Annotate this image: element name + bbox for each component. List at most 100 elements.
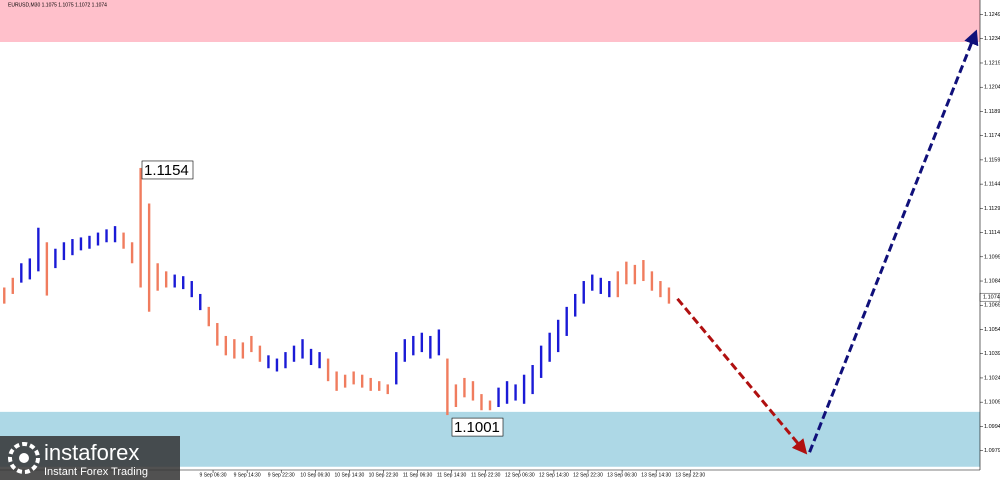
price-bar [88,235,91,249]
price-bar [216,323,219,346]
price-bar [139,167,142,288]
x-tick-label: 12 Sep 06:30 [505,472,535,478]
price-bar [463,377,466,398]
price-bar [574,293,577,317]
price-bar [284,352,287,369]
y-tick-label: 1.1114 [984,230,1000,236]
logo-tagline: Instant Forex Trading [44,466,148,478]
annotation-box [451,417,504,437]
price-bar [309,348,313,366]
price-bar [403,339,406,362]
price-bar [267,355,270,369]
y-tick-label: 1.0979 [984,448,1000,454]
price-bar [522,374,526,404]
price-bar [241,342,245,359]
y-tick-label: 1.1009 [984,400,1000,406]
x-tick-label: 12 Sep 14:30 [539,472,569,478]
price-bar [650,271,654,291]
y-tick-label: 1.1189 [984,109,1000,115]
price-bar [130,242,134,264]
price-bar [147,203,151,312]
price-bar [659,281,662,298]
price-bar [182,276,185,290]
price-bar [454,384,458,408]
price-bar [3,287,6,304]
logo-icon [8,442,40,474]
x-tick-label: 13 Sep 14:30 [641,472,671,478]
price-bar [250,335,253,353]
price-bar [122,232,125,249]
price-bar [37,227,40,272]
y-tick-label: 1.1174 [984,133,1000,139]
price-bar [548,332,551,362]
price-bar [335,371,338,391]
x-tick-label: 11 Sep 06:30 [403,472,433,478]
price-bar [62,242,66,261]
price-bar [369,377,372,391]
x-tick-label: 10 Sep 22:30 [369,472,399,478]
price-bar [190,281,193,298]
price-bar [352,371,355,385]
price-bar [488,400,492,411]
price-bar [233,339,236,359]
price-bar [395,352,398,385]
y-tick-label: 1.1099 [984,254,1000,260]
y-tick-label: 1.1069 [984,303,1000,309]
price-bar [113,226,117,243]
symbol-info: EURUSD,M30 1.1075 1.1075 1.1072 1.1074 [8,2,107,8]
x-tick-label: 13 Sep 22:30 [675,472,705,478]
price-bar [343,374,347,388]
price-bar [28,258,32,280]
price-bar [667,287,671,304]
price-bar [616,271,620,298]
y-tick-label: 1.1144 [984,182,1000,188]
forecast-arrow [676,297,808,455]
price-bar [11,277,14,294]
last-price-label: 1.1074 [983,295,1000,301]
x-tick-label: 13 Sep 06:30 [607,472,637,478]
price-bar [633,264,637,285]
price-bar [173,274,176,288]
y-tick-label: 1.1129 [984,206,1000,212]
price-bar [318,352,321,369]
annotation-label: 1.1154 [144,162,189,179]
x-tick-label: 9 Sep 14:30 [234,472,261,478]
price-bar [565,306,568,336]
x-tick-label: 10 Sep 06:30 [300,472,330,478]
y-tick-label: 1.1159 [984,157,1000,163]
price-bar [412,335,415,356]
y-tick-label: 1.1024 [984,375,1000,381]
price-bar [96,232,100,246]
y-tick-label: 1.1084 [984,278,1000,284]
x-tick-label: 11 Sep 22:30 [471,472,501,478]
x-tick-label: 11 Sep 14:30 [437,472,467,478]
price-bar [446,358,449,416]
price-bar [45,242,49,296]
price-bar [79,237,83,251]
price-bar [275,358,279,372]
price-bar [514,384,517,401]
price-bar [497,387,500,408]
price-bar [625,261,628,285]
price-bar [471,381,475,401]
y-tick-label: 1.1054 [984,327,1000,333]
x-tick-label: 9 Sep 22:30 [268,472,295,478]
price-bar [20,263,23,283]
y-tick-label: 1.1204 [984,85,1000,91]
y-tick-label: 1.1039 [984,351,1000,357]
price-bar [556,319,560,353]
price-bar [591,274,594,291]
logo-icon-core [19,453,29,463]
price-bar [224,335,228,356]
price-bar [386,384,389,395]
price-bar [301,339,304,359]
price-bar [437,329,441,356]
annotation-box [141,160,194,180]
price-bar [420,332,424,353]
price-bar [54,248,57,269]
price-bar [429,335,432,359]
y-tick-label: 1.1249 [984,12,1000,18]
price-bar [378,381,381,391]
